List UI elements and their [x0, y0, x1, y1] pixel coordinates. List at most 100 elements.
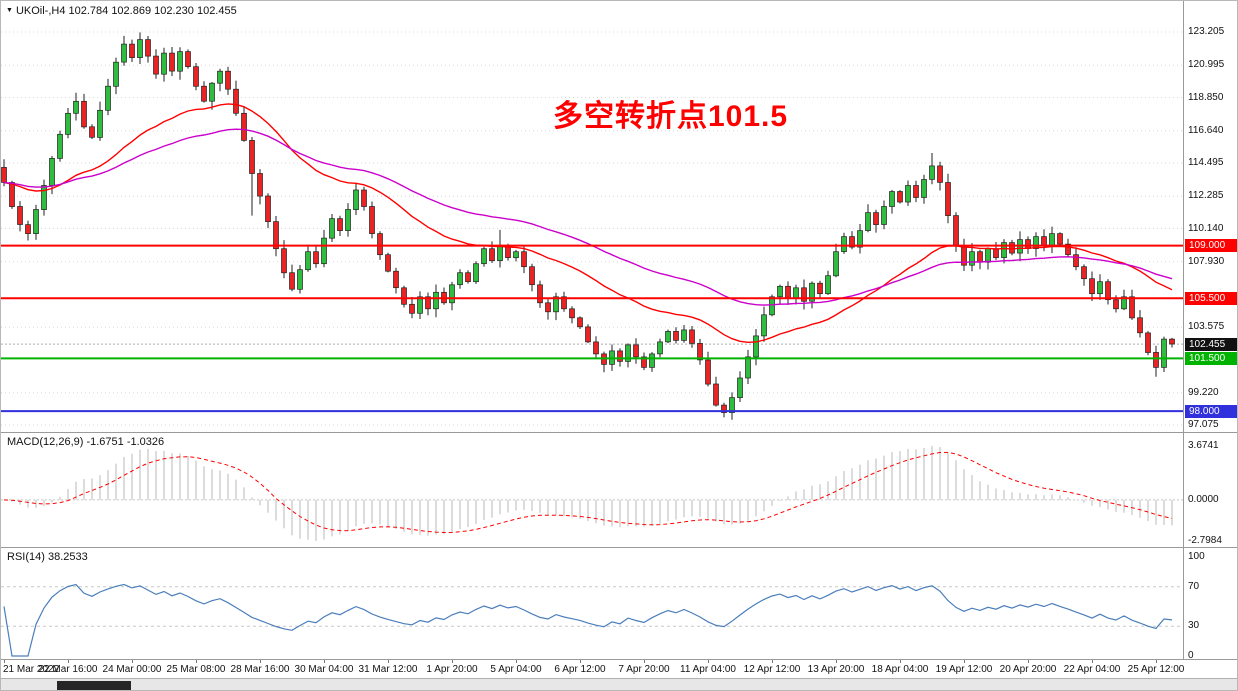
candle: [457, 269, 463, 289]
candle: [713, 376, 719, 407]
time-axis-tick: [516, 660, 517, 663]
candle: [833, 243, 839, 278]
candle: [297, 265, 303, 294]
candle: [761, 306, 767, 342]
price-axis[interactable]: 123.205 120.995 118.850 116.640 114.495 112.2…: [1184, 1, 1237, 661]
candle: [305, 244, 311, 272]
macd-axis-label: 0.0000: [1188, 493, 1219, 505]
chart-canvas[interactable]: [1, 1, 1183, 659]
candle: [209, 82, 215, 110]
rsi-axis-label: 70: [1188, 580, 1200, 592]
macd-axis-label: -2.7984: [1188, 535, 1222, 546]
candle: [257, 169, 263, 205]
time-axis-label: 30 Mar 04:00: [294, 664, 354, 675]
candle: [369, 201, 375, 239]
time-axis-label: 24 Mar 00:00: [102, 664, 162, 675]
candle: [673, 327, 679, 344]
price-axis-label: 123.205: [1188, 26, 1225, 37]
candle: [169, 47, 175, 77]
annotation-text: 多空转折点101.5: [553, 100, 789, 133]
candle: [785, 281, 791, 305]
candle: [913, 180, 919, 203]
horizontal-lines-layer[interactable]: [1, 244, 1183, 413]
time-axis-tick: [708, 660, 709, 663]
candle: [945, 173, 951, 224]
time-axis-tick: [580, 660, 581, 663]
time-axis-label: 18 Apr 04:00: [871, 664, 929, 675]
time-axis-label: 22 Apr 04:00: [1063, 664, 1121, 675]
candle: [481, 246, 487, 267]
rsi-axis-label: 0: [1188, 650, 1194, 661]
current-price-tag: 102.455: [1185, 337, 1237, 351]
time-axis-tick: [644, 660, 645, 663]
price-axis-label: 107.930: [1188, 255, 1225, 267]
candle: [409, 297, 415, 319]
candle: [1049, 226, 1055, 254]
candle: [353, 182, 359, 215]
candle: [361, 186, 367, 211]
candle: [1033, 232, 1039, 257]
price-axis-label: 114.495: [1188, 157, 1224, 168]
scrollbar-thumb[interactable]: [57, 681, 131, 690]
horizontal-scrollbar[interactable]: [1, 678, 1237, 690]
candle: [1081, 264, 1087, 286]
candle: [385, 252, 391, 273]
candle: [1153, 345, 1159, 377]
price-axis-label: 112.285: [1188, 190, 1224, 202]
candle: [529, 263, 535, 292]
candle: [929, 153, 935, 185]
ma-red: [3, 103, 1173, 344]
candle: [641, 352, 647, 371]
candle: [137, 32, 143, 64]
candle: [33, 204, 39, 240]
time-axis-label: 13 Apr 20:00: [807, 664, 865, 675]
time-axis-tick: [132, 660, 133, 663]
candle: [521, 246, 527, 274]
candle: [273, 216, 279, 257]
candle: [665, 329, 671, 344]
time-axis-label: 5 Apr 04:00: [490, 664, 542, 675]
candle: [201, 81, 207, 103]
time-axis-label: 6 Apr 12:00: [554, 664, 606, 675]
indicators-layer: [1, 446, 1183, 657]
hline-price-tag: 109.000: [1185, 239, 1237, 253]
candle: [689, 326, 695, 348]
candle: [657, 338, 663, 358]
candle: [265, 193, 271, 229]
time-axis-tick: [452, 660, 453, 663]
candle: [337, 215, 343, 236]
candle: [417, 291, 423, 319]
candle: [1089, 271, 1095, 301]
time-axis-tick: [324, 660, 325, 663]
candle: [145, 36, 151, 63]
candle: [473, 261, 479, 284]
candle: [873, 209, 879, 233]
price-axis-separator: [1183, 1, 1184, 659]
candle: [17, 201, 23, 232]
rsi-indicator-label: RSI(14) 38.2533: [7, 551, 88, 563]
time-axis[interactable]: 21 Mar 2022 22 Mar 16:00 24 Mar 00:00 25 Ma…: [1, 660, 1237, 678]
price-axis-label: 120.995: [1188, 59, 1225, 71]
candle: [1137, 310, 1143, 338]
candle: [1057, 232, 1063, 246]
candle: [569, 306, 575, 324]
time-axis-label: 1 Apr 20:00: [426, 664, 478, 675]
time-axis-label: 21 Mar 2022: [3, 664, 60, 675]
candle: [81, 93, 87, 129]
candle: [537, 280, 543, 308]
candle: [441, 287, 447, 305]
time-axis-label: 25 Apr 12:00: [1127, 664, 1185, 675]
candle: [1169, 337, 1175, 348]
candle: [1073, 247, 1079, 271]
readout-text: UKOil-,H4 102.784 102.869 102.230 102.45…: [15, 5, 237, 17]
time-axis-tick: [836, 660, 837, 663]
panel-separator-time-axis: [1, 659, 1237, 660]
candle: [241, 106, 247, 142]
panel-separator-rsi: [1, 547, 1237, 548]
candle: [729, 392, 735, 420]
candle: [633, 338, 639, 364]
candle: [153, 49, 159, 79]
candle: [753, 329, 759, 366]
time-axis-tick: [4, 660, 5, 663]
candle: [41, 179, 47, 216]
